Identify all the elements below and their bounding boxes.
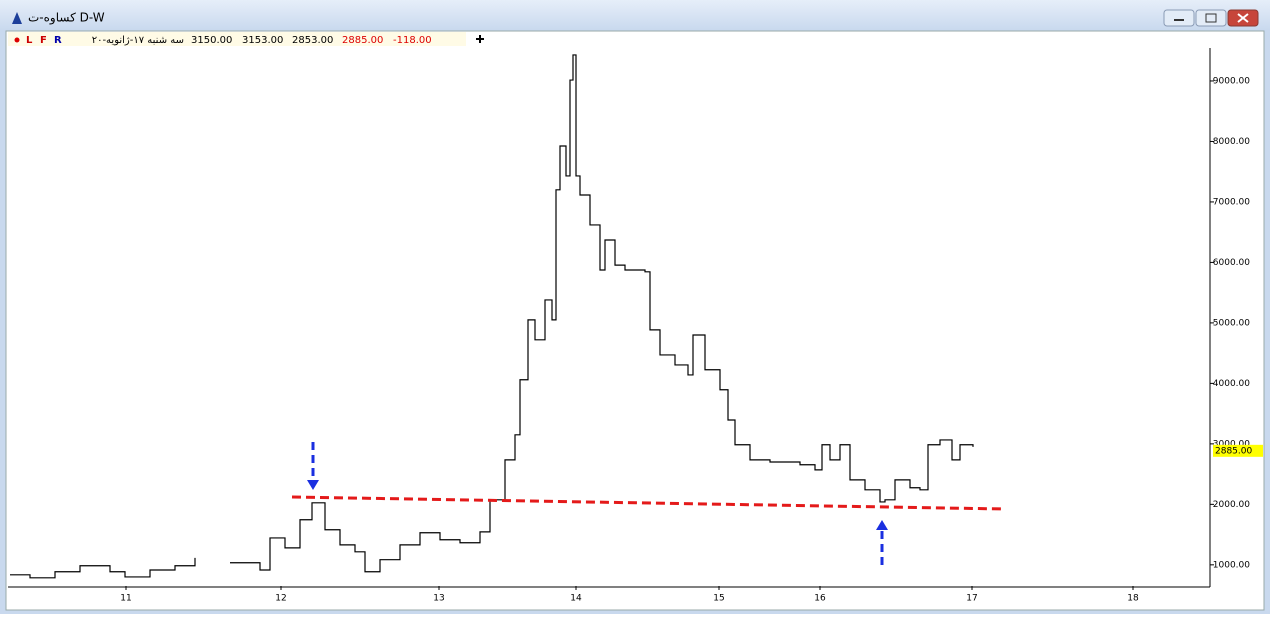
arrow-head bbox=[876, 520, 888, 530]
x-tick-label: 15 bbox=[713, 594, 724, 604]
add-button[interactable] bbox=[476, 35, 484, 43]
x-tick-label: 14 bbox=[570, 594, 582, 604]
y-tick-label: 1000.00 bbox=[1213, 560, 1250, 570]
arrow-head bbox=[307, 480, 319, 490]
y-tick-label: 3000.00 bbox=[1213, 439, 1250, 449]
price-line bbox=[10, 54, 974, 579]
trend-line bbox=[291, 495, 1006, 511]
plot: 1000.00 2000.00 3000.00 4000.00 5000.00 6000.… bbox=[10, 54, 1263, 604]
flag-f[interactable]: F bbox=[40, 35, 47, 46]
current-price-box bbox=[1213, 444, 1263, 457]
x-tick-label: 18 bbox=[1127, 594, 1139, 604]
flag-r[interactable]: R bbox=[54, 35, 62, 46]
maximize-button[interactable] bbox=[1195, 9, 1227, 27]
toolbar-close: 2885.00 bbox=[342, 35, 383, 46]
x-tick-label: 12 bbox=[275, 594, 286, 604]
x-tick-label: 13 bbox=[433, 594, 444, 604]
status-dot bbox=[14, 37, 20, 43]
minimize-icon bbox=[1174, 19, 1184, 21]
toolbar-change: -118.00 bbox=[393, 35, 432, 46]
current-price-label: 2885.00 bbox=[1215, 446, 1252, 456]
flag-l[interactable]: L bbox=[26, 35, 33, 46]
y-tick-label: 6000.00 bbox=[1213, 258, 1250, 268]
minimize-button[interactable] bbox=[1163, 9, 1195, 27]
y-tick-label: 4000.00 bbox=[1213, 379, 1250, 389]
toolbar-date: سه شنبه ۱۷-ژانویه-۲۰ bbox=[92, 35, 184, 46]
y-tick-label: 8000.00 bbox=[1213, 137, 1250, 147]
y-tick-label: 9000.00 bbox=[1213, 76, 1250, 86]
title-bar bbox=[0, 0, 1270, 30]
y-tick-label: 5000.00 bbox=[1213, 318, 1250, 328]
toolbar-high: 3153.00 bbox=[242, 35, 283, 46]
x-tick-label: 11 bbox=[120, 594, 131, 604]
x-tick-label: 17 bbox=[966, 594, 977, 604]
x-tick-label: 16 bbox=[814, 594, 826, 604]
toolbar bbox=[8, 32, 466, 46]
y-tick-label: 7000.00 bbox=[1213, 197, 1250, 207]
app-icon bbox=[12, 12, 22, 24]
y-tick-label: 2000.00 bbox=[1213, 500, 1250, 510]
chart-area bbox=[5, 30, 1265, 611]
close-icon bbox=[1237, 13, 1249, 23]
toolbar-open: 3150.00 bbox=[191, 35, 232, 46]
maximize-icon bbox=[1205, 13, 1217, 23]
window-title: كساوه-ت D-W bbox=[28, 11, 105, 26]
toolbar-low: 2853.00 bbox=[292, 35, 333, 46]
